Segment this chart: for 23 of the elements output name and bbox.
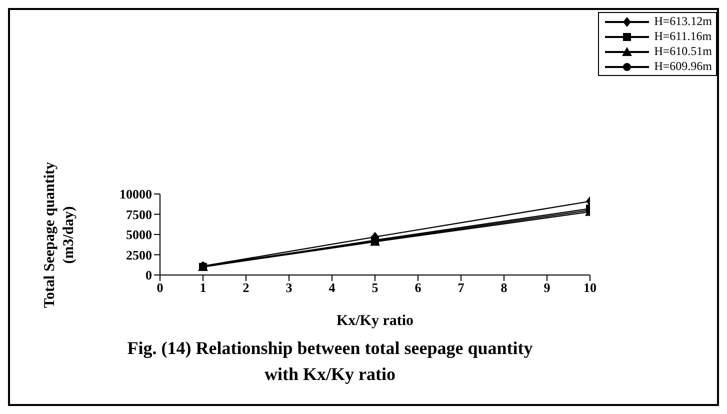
x-tick-label: 2	[242, 280, 250, 296]
y-tick-label: 10000	[120, 186, 152, 202]
x-tick-label: 0	[156, 280, 164, 296]
text: Fig. (14) Relationship between total seepage quantity with Kx/Ky ratio	[126, 337, 534, 386]
x-axis-title: Kx/Ky ratio	[336, 313, 414, 329]
x-tick-label: 9	[544, 280, 551, 296]
x-tick-label: 5	[372, 280, 379, 296]
legend-label: H=610.51m	[654, 44, 712, 59]
x-tick-label: 3	[286, 280, 293, 296]
x-tick-label: 10	[584, 280, 596, 296]
x-tick-label: 1	[200, 280, 206, 296]
legend-label: H=613.12m	[654, 14, 712, 29]
y-tick-label: 2500	[126, 247, 152, 262]
y-tick-label: 7500	[126, 206, 152, 222]
x-tick-label: 6	[414, 280, 422, 296]
x-tick-label: 7	[458, 280, 465, 296]
legend-label: H=611.16m	[654, 29, 712, 44]
y-tick-label: 5000	[126, 227, 152, 242]
x-tick-label: 8	[500, 280, 508, 296]
y-axis-title: Total Seepage quantity (m3/day)	[41, 160, 78, 310]
legend-label: H=609.96m	[654, 59, 712, 74]
y-tick-label: 0	[146, 268, 152, 283]
x-tick-label: 4	[328, 280, 336, 296]
